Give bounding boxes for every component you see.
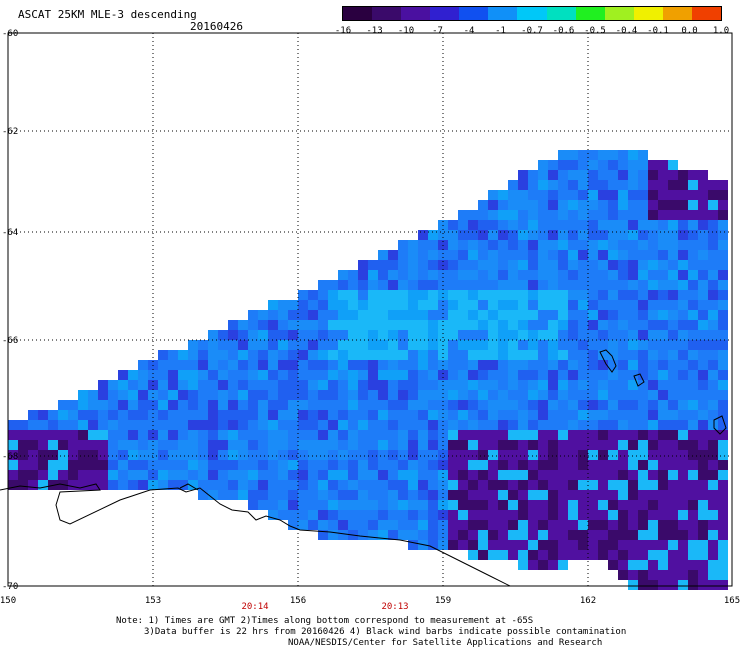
color-scale-label: -7 [432,26,443,36]
color-swatch [633,7,663,20]
color-scale-label: 1.0 [712,26,730,36]
scatterometer-swath [8,150,728,590]
color-scale-label: -1 [495,26,506,36]
color-scale-label: -0.1 [647,26,669,36]
color-swatch [343,7,373,20]
note-line-1: Note: 1) Times are GMT 2)Times along bot… [116,616,534,626]
longitude-label: 162 [580,596,596,606]
color-swatch [430,7,460,20]
color-scale-label: -4 [463,26,475,36]
color-scale-bar [342,6,722,21]
longitude-label: 153 [145,596,161,606]
latitude-label: -68 [2,452,18,462]
color-scale-label: -0.5 [584,26,606,36]
note-line-3: NOAA/NESDIS/Center for Satellite Applica… [288,638,603,648]
latitude-label: -62 [2,127,18,137]
color-scale-labels: -16 -13 -10 -7 -4 -1 -0.7 -0.6 -0.5 -0.4 -0.1 0.0 1.… [0,26,740,40]
color-swatch [459,7,489,20]
latitude-label: -60 [2,29,18,39]
color-scale-label: -13 [366,26,383,36]
color-scale-label: -10 [397,26,415,36]
color-swatch [401,7,431,20]
latitude-label: -64 [2,228,18,238]
longitude-label: 156 [290,596,306,606]
note-line-2: 3)Data buffer is 22 hrs from 20160426 4)… [144,627,627,637]
color-scale-label: -16 [334,26,352,36]
color-swatch [691,7,722,20]
latitude-label: -70 [2,582,18,592]
measurement-time-label: 20:14 [241,602,268,612]
color-swatch [604,7,634,20]
color-swatch [662,7,692,20]
longitude-label: 150 [0,596,16,606]
color-scale-label: -0.7 [521,26,543,36]
coastline [0,349,727,587]
measurement-time-label: 20:13 [381,602,408,612]
color-swatch [575,7,605,20]
color-scale-label: -0.4 [615,26,638,36]
longitude-label: 159 [435,596,451,606]
color-swatch [488,7,518,20]
color-scale-label: 0.0 [681,26,698,36]
color-swatch [517,7,547,20]
product-title: ASCAT 25KM MLE-3 descending [18,8,197,21]
product-date: 20160426 [190,20,243,33]
color-scale-label: -0.6 [552,26,575,36]
longitude-label: 165 [724,596,740,606]
color-swatch [372,7,402,20]
latitude-label: -66 [2,336,18,346]
color-swatch [546,7,576,20]
